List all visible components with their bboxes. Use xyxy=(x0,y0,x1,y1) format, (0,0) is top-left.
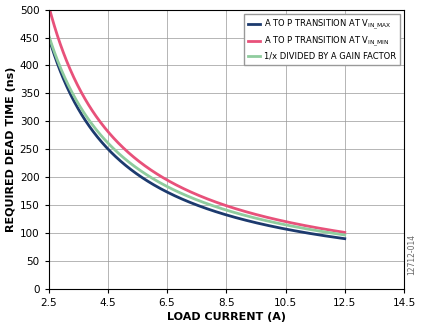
Y-axis label: REQUIRED DEAD TIME (ns): REQUIRED DEAD TIME (ns) xyxy=(6,67,16,232)
X-axis label: LOAD CURRENT (A): LOAD CURRENT (A) xyxy=(166,313,285,322)
Text: 12712-014: 12712-014 xyxy=(407,234,416,275)
Legend: A TO P TRANSITION AT $\mathregular{V_{IN\_MAX}}$, A TO P TRANSITION AT $\mathreg: A TO P TRANSITION AT $\mathregular{V_{IN… xyxy=(243,14,399,65)
